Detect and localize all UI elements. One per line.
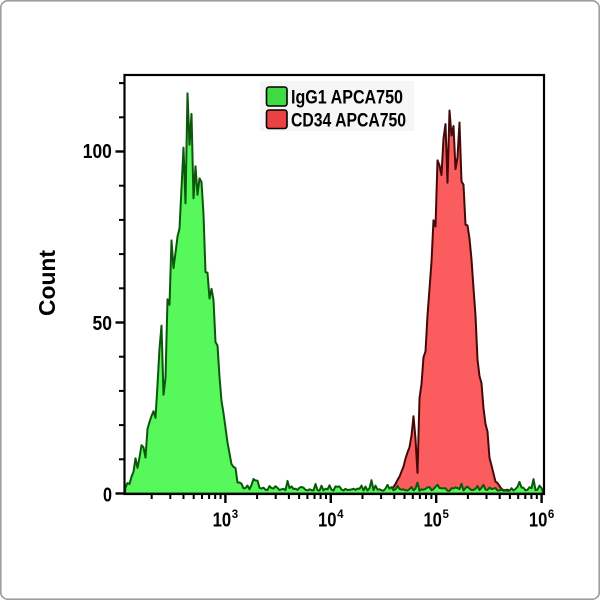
svg-text:Count: Count: [34, 250, 60, 316]
svg-text:10: 10: [318, 509, 337, 532]
svg-text:5: 5: [442, 509, 449, 521]
svg-text:IgG1 APCA750: IgG1 APCA750: [291, 87, 403, 109]
svg-text:CD34 APCA750: CD34 APCA750: [291, 110, 406, 132]
svg-text:6: 6: [548, 509, 554, 521]
svg-text:50: 50: [93, 313, 113, 335]
svg-text:10: 10: [529, 509, 548, 532]
svg-text:100: 100: [83, 141, 112, 163]
svg-text:10: 10: [423, 509, 442, 532]
svg-text:0: 0: [103, 485, 112, 507]
svg-text:4: 4: [337, 509, 344, 521]
svg-text:3: 3: [232, 509, 238, 521]
svg-text:10: 10: [213, 509, 232, 532]
